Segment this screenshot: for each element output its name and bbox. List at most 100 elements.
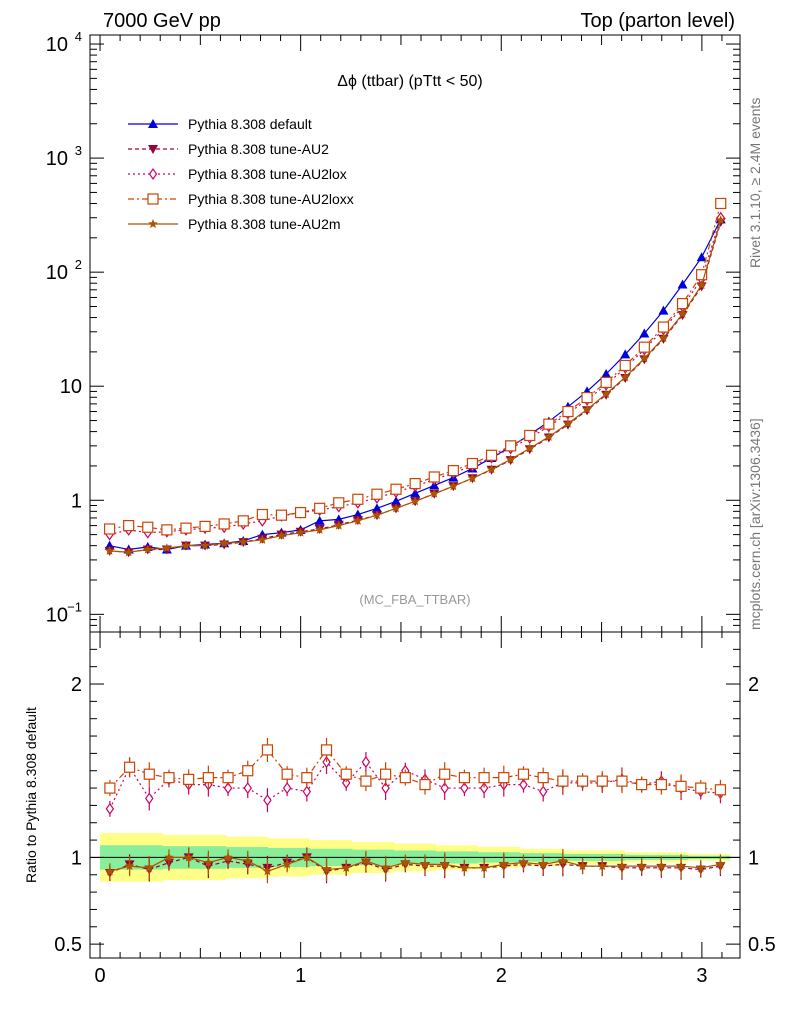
data-point (238, 537, 248, 547)
data-point (334, 520, 344, 530)
data-point (276, 530, 287, 540)
ratio-point (617, 861, 627, 871)
data-point (619, 359, 631, 372)
ratio-point (616, 775, 628, 787)
ratio-point (302, 852, 312, 862)
data-point (563, 418, 573, 428)
legend-label: Pythia 8.308 tune-AU2loxx (188, 191, 354, 207)
data-point (620, 349, 631, 359)
ratio-point (518, 857, 529, 867)
rivet-version-label: Rivet 3.1.10, ≥ 2.4M events (747, 98, 763, 268)
ratio-point (143, 768, 155, 780)
data-point (485, 449, 498, 461)
data-point (543, 418, 555, 430)
ratio-point (243, 782, 252, 795)
ratio-point (537, 772, 549, 784)
ratio-point (479, 862, 489, 872)
data-point (314, 502, 326, 514)
main-plot-title: Δϕ (ttbar) (pTtt < 50) (337, 73, 482, 90)
main-y-tick-label: 10 (60, 376, 82, 398)
data-point (448, 481, 459, 491)
data-point (715, 197, 727, 210)
data-point (200, 540, 210, 550)
ratio-point (263, 794, 272, 807)
legend-label: Pythia 8.308 tune-AU2 (188, 141, 329, 157)
ratio-point (243, 855, 253, 865)
ratio-point (655, 778, 667, 791)
header-right-label: Top (parton level) (580, 10, 735, 32)
ratio-point (203, 857, 214, 867)
data-point (256, 508, 268, 521)
ratio-point (361, 756, 371, 769)
ratio-uncertainty-band (90, 833, 740, 882)
data-point (180, 522, 192, 534)
main-y-tick-label: 10 (46, 148, 68, 170)
ratio-point (714, 784, 727, 796)
data-point (716, 215, 726, 225)
ratio-line (109, 856, 721, 874)
data-point (219, 538, 229, 548)
ratio-x-tick-label: 1 (295, 965, 306, 987)
ratio-point (439, 768, 451, 780)
data-point (142, 521, 154, 533)
ratio-point (498, 772, 510, 784)
data-point (353, 515, 363, 525)
ratio-point (460, 782, 469, 795)
ratio-point (222, 772, 234, 784)
data-point (677, 309, 688, 318)
data-point (639, 353, 650, 363)
data-point (658, 305, 669, 315)
data-point (525, 443, 535, 453)
legend-marker (148, 145, 158, 154)
ratio-point (301, 772, 313, 784)
ratio-point (439, 859, 450, 869)
ratio-point (360, 775, 372, 787)
data-point (333, 497, 345, 509)
ratio-line (109, 748, 721, 791)
data-point (467, 473, 478, 483)
data-point (275, 509, 288, 521)
series-4 (104, 215, 726, 557)
data-point (199, 520, 211, 533)
ratio-point (261, 744, 274, 756)
ratio-point (597, 861, 607, 871)
data-point (428, 471, 440, 483)
main-y-tick-label: 10 (46, 604, 68, 626)
main-y-tick-exponent: −1 (67, 599, 82, 614)
ratio-y-tick-label: 0.5 (54, 934, 82, 956)
data-point (544, 431, 554, 441)
ratio-point (105, 866, 115, 876)
ratio-point (519, 778, 528, 791)
ratio-point (380, 862, 391, 872)
data-point (181, 540, 191, 550)
legend-label: Pythia 8.308 tune-AU2m (188, 216, 341, 232)
ratio-point (163, 772, 175, 784)
ratio-point (440, 782, 449, 795)
ratio-y-tick-label-right: 2 (748, 674, 759, 696)
ratio-y-axis-label: Ratio to Pythia 8.308 default (23, 707, 39, 883)
series-2 (105, 211, 725, 541)
analysis-watermark: (MC_FBA_TTBAR) (359, 592, 470, 607)
ratio-point (123, 761, 136, 773)
data-point (658, 332, 669, 342)
data-point (657, 321, 670, 333)
ratio-point (478, 772, 490, 784)
legend-marker (147, 193, 159, 205)
ratio-axes: 2 2 1 1 0.5 0.5 0 1 2 3 (54, 632, 776, 987)
data-point (314, 515, 325, 525)
legend-marker (148, 219, 158, 228)
ratio-point (557, 775, 569, 787)
ratio-point (144, 862, 154, 872)
ratio-x-tick-label: 2 (496, 965, 507, 987)
ratio-point (341, 776, 351, 789)
ratio-point (656, 861, 667, 871)
data-point (237, 515, 249, 527)
data-point (466, 457, 479, 470)
data-point (391, 503, 401, 513)
data-point (600, 376, 612, 388)
data-point (103, 523, 116, 535)
data-point (601, 389, 611, 398)
legend-label: Pythia 8.308 tune-AU2lox (188, 166, 347, 182)
ratio-point (538, 785, 548, 798)
